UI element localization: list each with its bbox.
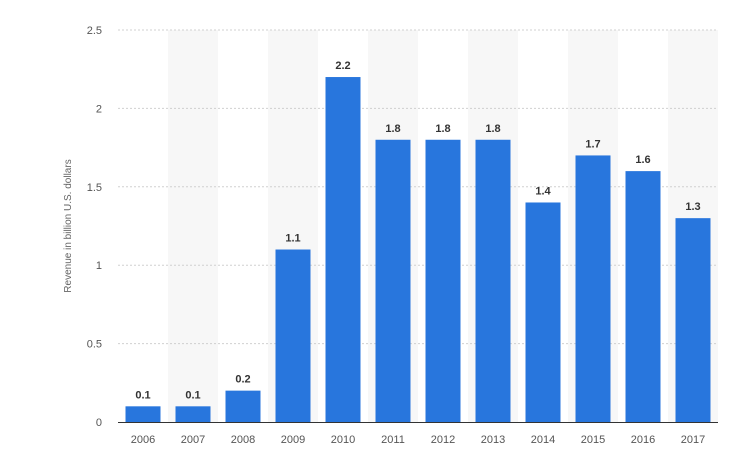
x-tick-label-2007: 2007: [181, 434, 205, 446]
data-label-2016: 1.6: [635, 154, 650, 166]
data-label-2013: 1.8: [485, 123, 500, 135]
bar-2008: [225, 390, 261, 422]
x-tick-label-2010: 2010: [331, 434, 355, 446]
y-tick-label: 0.5: [87, 339, 102, 351]
bar-2016: [625, 171, 661, 422]
bars: [125, 77, 711, 422]
x-tick-label-2016: 2016: [631, 434, 655, 446]
data-label-2009: 1.1: [285, 233, 300, 245]
data-label-2008: 0.2: [235, 374, 250, 386]
x-tick-label-2006: 2006: [131, 434, 155, 446]
x-tick-label-2012: 2012: [431, 434, 455, 446]
bar-2017: [675, 218, 711, 422]
x-tick-labels: 2006 2007 2008 2009 2010 2011 2012 2013 2014 2015…: [131, 434, 705, 446]
gridlines: [118, 29, 718, 345]
x-tick-label-2008: 2008: [231, 434, 255, 446]
bar-2012: [425, 139, 461, 422]
data-label-2010: 2.2: [335, 60, 350, 72]
bar-2014: [525, 202, 561, 422]
x-tick-label-2017: 2017: [681, 434, 705, 446]
y-tick-label: 1.5: [87, 182, 102, 194]
bar-2007: [175, 406, 211, 422]
x-tick-label-2013: 2013: [481, 434, 505, 446]
y-axis-title: Revenue in billion U.S. dollars: [63, 159, 74, 292]
data-label-2017: 1.3: [685, 201, 700, 213]
data-labels: 0.1 0.1 0.2 1.1 2.2 1.8 1.8 1.8 1.4 1.7 1.6 1.3: [135, 60, 700, 401]
bar-2006: [125, 406, 161, 422]
y-tick-label: 0: [96, 417, 102, 429]
y-tick-label: 1: [96, 260, 102, 272]
data-label-2007: 0.1: [185, 389, 200, 401]
band-2007: [168, 30, 218, 422]
x-tick-label-2014: 2014: [531, 434, 555, 446]
bar-2015: [575, 155, 611, 422]
bar-2013: [475, 139, 511, 422]
data-label-2014: 1.4: [535, 185, 551, 197]
x-tick-label-2009: 2009: [281, 434, 305, 446]
bar-2010: [325, 77, 361, 422]
y-tick-labels: 0 0.5 1 1.5 2 2.5: [87, 25, 102, 429]
data-label-2006: 0.1: [135, 389, 150, 401]
data-label-2012: 1.8: [435, 123, 450, 135]
bar-2011: [375, 139, 411, 422]
x-tick-label-2011: 2011: [381, 434, 405, 446]
x-tick-label-2015: 2015: [581, 434, 605, 446]
data-label-2015: 1.7: [585, 138, 600, 150]
bar-2009: [275, 249, 311, 422]
data-label-2011: 1.8: [385, 123, 400, 135]
y-tick-label: 2: [96, 103, 102, 115]
y-tick-label: 2.5: [87, 25, 102, 37]
